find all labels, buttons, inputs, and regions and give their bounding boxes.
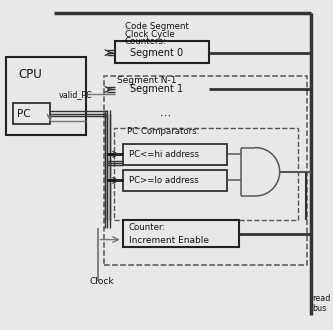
Text: Segment N-1: Segment N-1 <box>117 76 176 85</box>
FancyBboxPatch shape <box>6 57 86 135</box>
FancyBboxPatch shape <box>104 76 307 265</box>
FancyBboxPatch shape <box>123 170 227 191</box>
Text: CPU: CPU <box>18 68 42 82</box>
Text: ⋯: ⋯ <box>160 111 171 120</box>
Text: Clock Cycle: Clock Cycle <box>125 30 174 39</box>
Text: read
bus: read bus <box>313 294 331 313</box>
Text: Clock: Clock <box>90 277 115 286</box>
FancyBboxPatch shape <box>123 220 239 247</box>
FancyBboxPatch shape <box>123 144 227 165</box>
FancyBboxPatch shape <box>115 41 209 63</box>
Text: Counters:: Counters: <box>125 38 166 47</box>
Text: Code Segment: Code Segment <box>125 22 188 31</box>
Text: PC: PC <box>17 109 31 119</box>
Text: Segment 1: Segment 1 <box>130 84 182 94</box>
FancyBboxPatch shape <box>13 103 50 124</box>
Text: Segment 0: Segment 0 <box>130 48 182 58</box>
Text: Increment Enable: Increment Enable <box>129 236 208 245</box>
Text: PC Comparators:: PC Comparators: <box>127 127 199 136</box>
Text: PC<=hi address: PC<=hi address <box>129 150 198 159</box>
FancyBboxPatch shape <box>115 78 209 100</box>
Text: Counter:: Counter: <box>129 223 166 232</box>
Text: PC>=lo address: PC>=lo address <box>129 176 198 185</box>
FancyBboxPatch shape <box>114 128 298 220</box>
Text: valid_PC: valid_PC <box>59 90 93 99</box>
